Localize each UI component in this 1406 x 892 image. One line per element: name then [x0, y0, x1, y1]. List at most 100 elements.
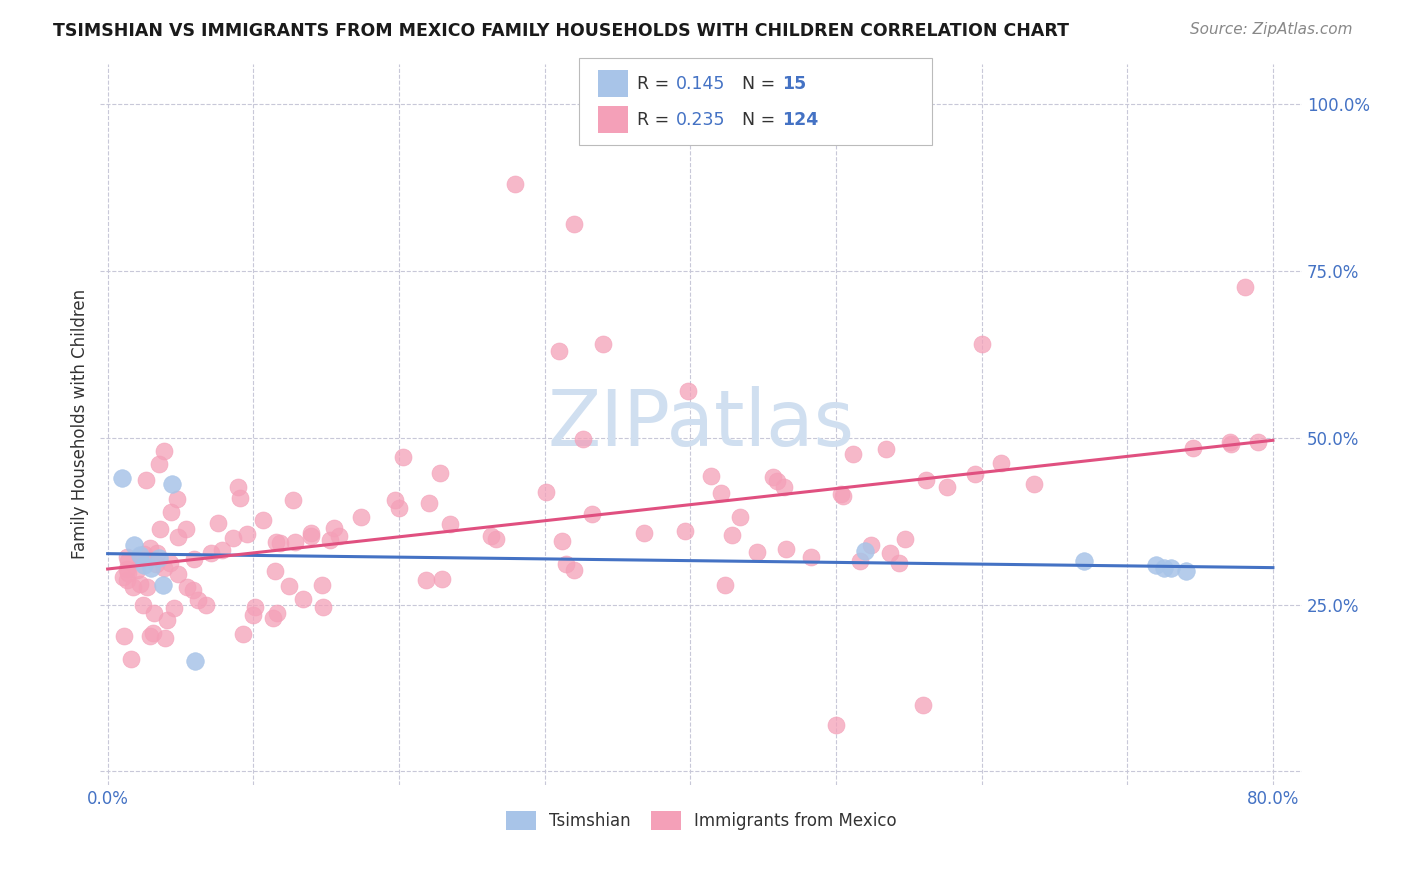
- Point: [200, 546, 222, 560]
- Point: [592, 337, 614, 351]
- Text: R =: R =: [637, 75, 675, 93]
- Point: [232, 627, 254, 641]
- Point: [1024, 476, 1046, 491]
- Point: [555, 558, 578, 572]
- Text: 124: 124: [782, 111, 818, 128]
- Point: [117, 554, 139, 568]
- Point: [243, 600, 266, 615]
- Point: [236, 527, 259, 541]
- Point: [148, 550, 170, 565]
- Point: [148, 457, 170, 471]
- Point: [311, 578, 333, 592]
- Point: [222, 531, 245, 545]
- Point: [912, 698, 935, 712]
- Point: [111, 570, 134, 584]
- Point: [128, 548, 150, 562]
- Text: N =: N =: [742, 75, 782, 93]
- Point: [211, 543, 233, 558]
- Point: [136, 580, 159, 594]
- Point: [384, 492, 406, 507]
- Point: [128, 549, 150, 563]
- Text: Source: ZipAtlas.com: Source: ZipAtlas.com: [1189, 22, 1353, 37]
- Point: [714, 578, 737, 592]
- Point: [775, 541, 797, 556]
- Point: [1246, 434, 1268, 449]
- Point: [194, 598, 217, 612]
- Point: [970, 337, 993, 351]
- Point: [830, 487, 852, 501]
- Point: [152, 577, 174, 591]
- Text: 0.145: 0.145: [676, 75, 725, 93]
- Point: [1219, 434, 1241, 449]
- Point: [893, 533, 915, 547]
- Point: [990, 456, 1012, 470]
- Point: [156, 613, 179, 627]
- Point: [562, 217, 585, 231]
- Text: R =: R =: [637, 111, 675, 128]
- Point: [1233, 280, 1256, 294]
- Point: [115, 574, 138, 588]
- Point: [163, 600, 186, 615]
- Point: [319, 533, 342, 547]
- Point: [187, 592, 209, 607]
- Text: TSIMSHIAN VS IMMIGRANTS FROM MEXICO FAMILY HOUSEHOLDS WITH CHILDREN CORRELATION : TSIMSHIAN VS IMMIGRANTS FROM MEXICO FAMI…: [53, 22, 1070, 40]
- Text: ZIPatlas: ZIPatlas: [548, 386, 855, 462]
- Point: [299, 526, 322, 541]
- Point: [581, 507, 603, 521]
- Y-axis label: Family Households with Children: Family Households with Children: [72, 289, 89, 559]
- Point: [388, 500, 411, 515]
- Point: [262, 611, 284, 625]
- Point: [146, 545, 169, 559]
- Point: [226, 480, 249, 494]
- Point: [1073, 554, 1095, 568]
- Point: [328, 529, 350, 543]
- Point: [120, 651, 142, 665]
- Point: [848, 553, 870, 567]
- Point: [117, 550, 139, 565]
- Point: [1144, 558, 1167, 572]
- Point: [700, 469, 723, 483]
- Point: [181, 582, 204, 597]
- Point: [132, 599, 155, 613]
- Point: [266, 607, 288, 621]
- Point: [936, 480, 959, 494]
- Point: [299, 529, 322, 543]
- Point: [831, 489, 853, 503]
- Point: [269, 536, 291, 550]
- Point: [139, 629, 162, 643]
- Point: [117, 566, 139, 580]
- Point: [772, 480, 794, 494]
- Point: [132, 558, 155, 572]
- Point: [418, 496, 440, 510]
- Point: [415, 574, 437, 588]
- Point: [429, 466, 451, 480]
- Point: [842, 447, 865, 461]
- Point: [875, 442, 897, 457]
- Point: [143, 606, 166, 620]
- Point: [485, 533, 508, 547]
- Text: 0.235: 0.235: [676, 111, 725, 128]
- Point: [430, 572, 453, 586]
- Point: [800, 549, 823, 564]
- Point: [160, 477, 183, 491]
- Point: [139, 541, 162, 556]
- Point: [548, 344, 571, 359]
- Point: [167, 566, 190, 581]
- Point: [141, 561, 163, 575]
- Point: [122, 537, 145, 551]
- Legend: Tsimshian, Immigrants from Mexico: Tsimshian, Immigrants from Mexico: [506, 811, 897, 830]
- Point: [145, 557, 167, 571]
- Point: [1160, 561, 1182, 575]
- Point: [766, 474, 789, 488]
- Point: [889, 556, 911, 570]
- Point: [252, 514, 274, 528]
- Point: [853, 544, 876, 558]
- Point: [153, 560, 176, 574]
- Point: [678, 384, 700, 398]
- Point: [264, 535, 287, 549]
- Point: [1220, 437, 1243, 451]
- Point: [291, 591, 314, 606]
- Point: [879, 546, 901, 560]
- Point: [153, 632, 176, 646]
- Text: N =: N =: [742, 111, 782, 128]
